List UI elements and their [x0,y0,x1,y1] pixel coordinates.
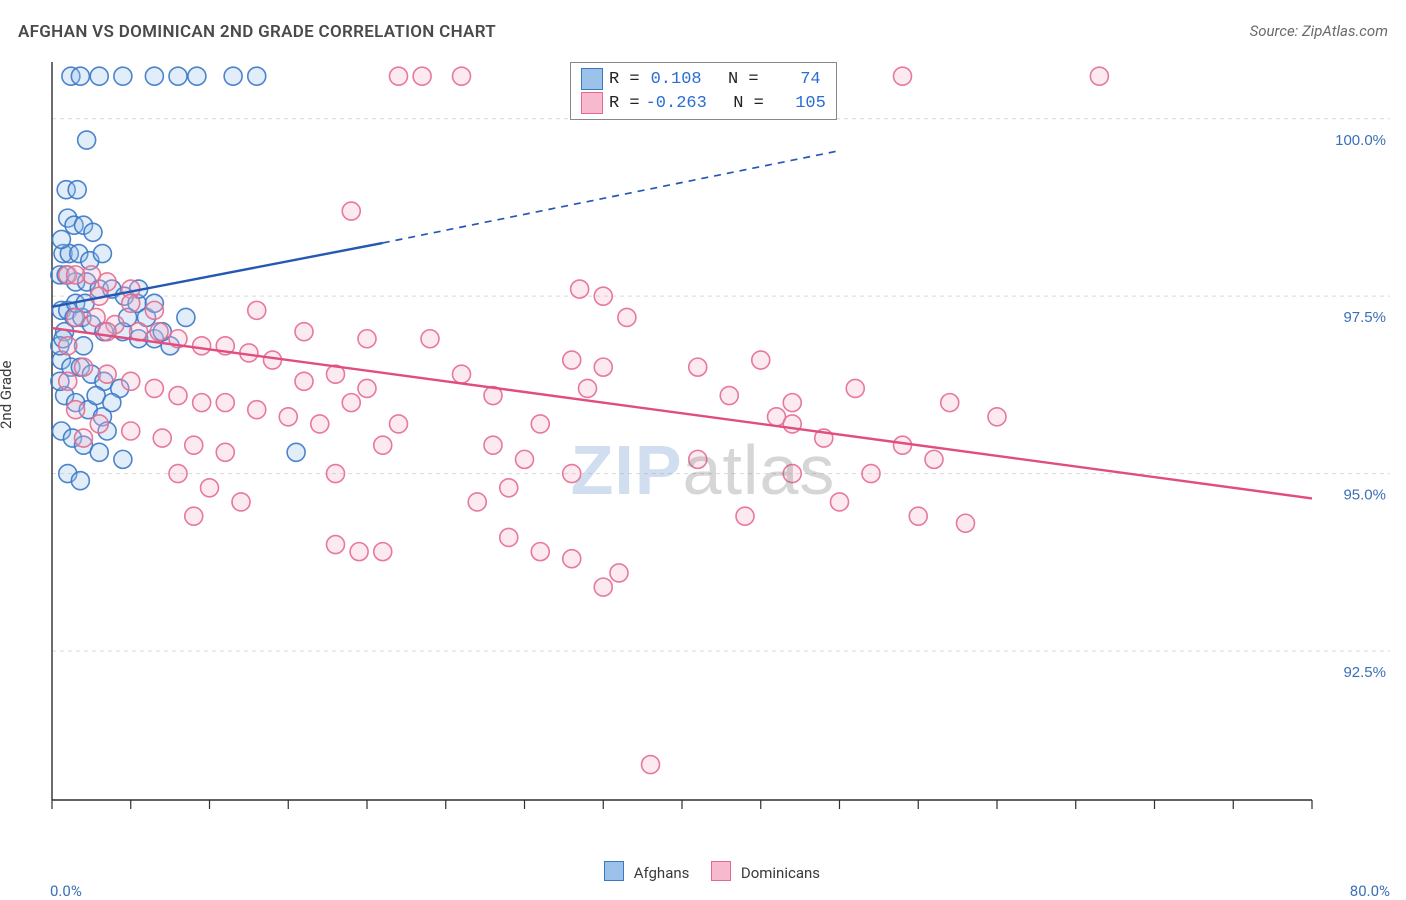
legend-swatch-afghans [604,861,624,881]
x-axis-min: 0.0% [50,882,82,900]
source-label: Source: ZipAtlas.com [1250,22,1388,40]
swatch-dominicans [581,92,603,114]
svg-text:100.0%: 100.0% [1335,132,1386,149]
correlation-scatter-plot: 92.5% 95.0% 97.5% 100.0% [50,54,1390,844]
legend-bottom: Afghans Dominicans [0,861,1406,882]
legend-label-dominicans: Dominicans [741,864,820,882]
stats-legend-box: R =0.108 N =74 R =-0.263 N =105 [570,62,837,120]
stats-row-afghans: R =0.108 N =74 [579,67,828,91]
n-value-dominicans: 105 [770,94,826,113]
svg-text:95.0%: 95.0% [1343,487,1386,504]
stats-row-dominicans: R =-0.263 N =105 [579,91,828,115]
r-value-dominicans: -0.263 [646,94,707,113]
legend-label-afghans: Afghans [634,864,690,882]
y-axis-label: 2nd Grade [0,361,15,429]
svg-text:97.5%: 97.5% [1343,309,1386,326]
legend-swatch-dominicans [711,861,731,881]
r-value-afghans: 0.108 [646,70,702,89]
swatch-afghans [581,68,603,90]
chart-title: AFGHAN VS DOMINICAN 2ND GRADE CORRELATIO… [18,22,496,42]
n-value-afghans: 74 [765,70,821,89]
x-axis-max: 80.0% [1350,882,1390,900]
svg-text:92.5%: 92.5% [1343,664,1386,681]
